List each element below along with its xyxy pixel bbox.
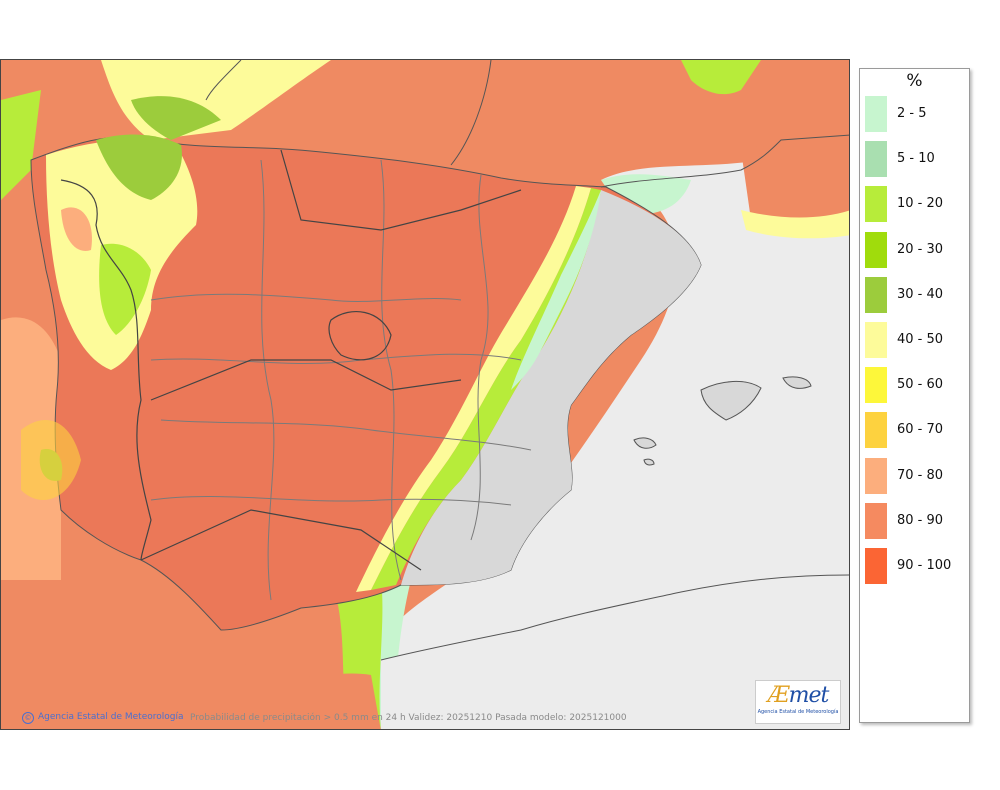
- land-band-east-green: [371, 188, 601, 590]
- agency-name: Agencia Estatal de Meteorología: [38, 712, 184, 722]
- legend-swatch: [864, 95, 888, 133]
- legend-label: 60 - 70: [897, 422, 944, 438]
- legend-item: 20 - 30: [864, 230, 968, 269]
- legend-item: 70 - 80: [864, 456, 968, 495]
- africa-west: [201, 640, 381, 729]
- legend-label: 40 - 50: [897, 332, 944, 347]
- logo-mark: Æmet: [767, 683, 830, 708]
- aemet-logo: Æmet Agencia Estatal de Meteorología: [755, 680, 841, 724]
- logo-subtitle: Agencia Estatal de Meteorología: [757, 709, 839, 715]
- legend-swatch: [864, 230, 888, 269]
- region-border-7: [470, 174, 489, 541]
- sea-band-ne: [681, 60, 761, 95]
- legend-swatch: [864, 366, 888, 405]
- france-coastline: [450, 60, 492, 166]
- legend-label: 70 - 80: [897, 467, 944, 483]
- legend-swatch: [864, 456, 888, 495]
- border-ccaa-3: [280, 149, 522, 231]
- bay-biscay-line: [205, 60, 242, 101]
- island-mallorca: [700, 380, 762, 421]
- legend-swatch: [864, 275, 888, 314]
- land-band-galicia-orange: [61, 207, 92, 251]
- legend-item: 50 - 60: [864, 366, 968, 405]
- legend-swatch: [864, 140, 888, 179]
- region-border-6: [380, 159, 402, 581]
- region-border-1: [150, 293, 462, 302]
- sea-band-france-south: [741, 210, 849, 239]
- legend-swatch: [864, 501, 888, 540]
- france-med-coast: [600, 134, 849, 188]
- island-menorca: [782, 376, 812, 389]
- sea-band-north-green: [131, 96, 221, 140]
- legend-item: 60 - 70: [864, 411, 968, 450]
- legend-label: 5 - 10: [897, 151, 935, 167]
- legend-item: 80 - 90: [864, 501, 968, 540]
- copyright-icon: ©: [22, 712, 34, 724]
- legend-label: 50 - 60: [897, 377, 944, 393]
- legend-item: 2 - 5: [864, 95, 968, 133]
- legend-swatch: [864, 185, 888, 224]
- land-band-east-pale: [511, 190, 601, 390]
- legend-swatch: [864, 321, 888, 359]
- map-caption: Probabilidad de precipitación > 0.5 mm e…: [190, 713, 627, 723]
- border-ccaa-1: [150, 359, 462, 401]
- land-dry-east: [401, 190, 701, 585]
- region-border-5: [260, 159, 275, 601]
- legend-label: 80 - 90: [897, 512, 944, 528]
- island-formentera: [643, 458, 655, 466]
- legend-panel: % 2 - 5 5 - 10 10 - 20 20 - 30 30 - 40 40 - 5…: [859, 68, 970, 723]
- region-border-4: [150, 495, 512, 506]
- map-canvas: [1, 60, 849, 729]
- legend-label: 10 - 20: [897, 196, 944, 212]
- legend-item: 5 - 10: [864, 140, 968, 179]
- region-border-3: [160, 419, 532, 451]
- legend-label: 2 - 5: [897, 106, 927, 121]
- africa-coastline: [380, 574, 849, 661]
- legend-item: 90 - 100: [864, 547, 968, 585]
- legend-item: 10 - 20: [864, 185, 968, 224]
- legend-swatch: [864, 411, 888, 450]
- legend-label: 90 - 100: [897, 558, 952, 573]
- agency-credit: © Agencia Estatal de Meteorología: [22, 712, 184, 724]
- legend-item: 30 - 40: [864, 275, 968, 314]
- sea-field-france-south: [741, 140, 849, 230]
- legend-item: 40 - 50: [864, 321, 968, 359]
- legend-title: %: [906, 71, 923, 91]
- probability-map: [0, 59, 850, 730]
- legend-swatch: [864, 547, 888, 585]
- border-madrid: [328, 311, 392, 361]
- land-band-east-yellow: [356, 186, 591, 592]
- land-band-galicia-green: [99, 243, 151, 335]
- border-portugal-spain: [60, 179, 152, 561]
- africa-dry: [381, 575, 849, 729]
- land-band-asturias: [96, 134, 182, 200]
- legend-label: 20 - 30: [897, 241, 944, 257]
- border-ccaa-2: [140, 509, 422, 571]
- land-band-portugal-yellow: [21, 420, 81, 500]
- island-ibiza: [633, 437, 657, 449]
- sea-band-nw: [1, 90, 41, 200]
- legend-label: 30 - 40: [897, 286, 944, 302]
